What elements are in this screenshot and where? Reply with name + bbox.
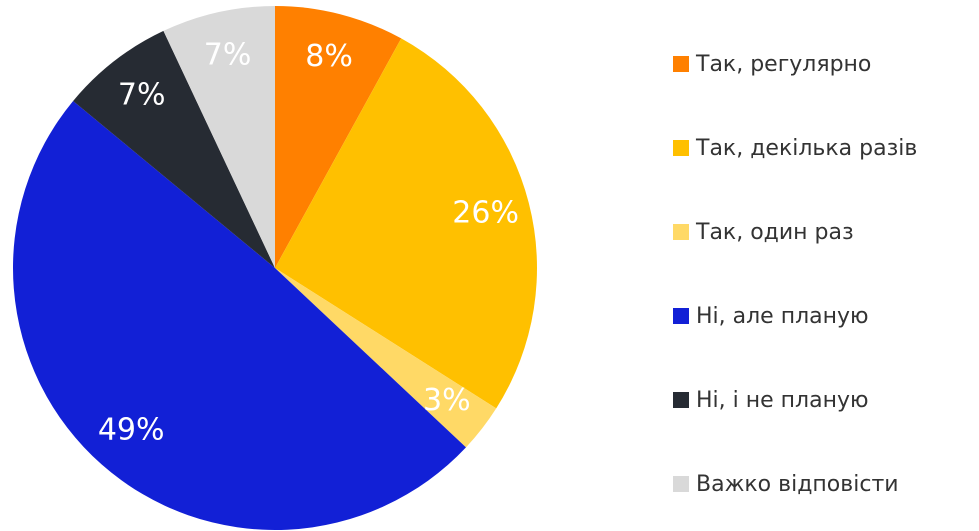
legend-label: Ні, і не планую <box>696 388 869 413</box>
data-label: 7% <box>118 78 166 113</box>
pie-slice <box>163 6 275 268</box>
data-label: 8% <box>305 39 353 74</box>
legend-swatch <box>673 140 689 156</box>
legend-label: Так, один раз <box>695 220 854 245</box>
data-label: 26% <box>452 195 519 230</box>
data-label: 7% <box>204 37 252 72</box>
legend-swatch <box>673 224 689 240</box>
pie-slice <box>275 38 538 409</box>
legend-label: Так, декілька разів <box>695 136 917 161</box>
pie-slice <box>275 268 497 448</box>
legend-label: Важко відповісти <box>696 472 899 497</box>
legend-swatch <box>673 56 689 72</box>
pie-slice <box>275 6 402 268</box>
legend-label: Ні, але планую <box>696 304 869 329</box>
legend-swatch <box>673 308 689 324</box>
pie-slice <box>73 30 275 268</box>
legend-swatch <box>673 392 689 408</box>
legend-swatch <box>673 476 689 492</box>
pie-slice <box>12 100 466 531</box>
legend-label: Так, регулярно <box>695 52 871 77</box>
data-label: 3% <box>423 383 471 418</box>
data-label: 49% <box>98 413 165 448</box>
